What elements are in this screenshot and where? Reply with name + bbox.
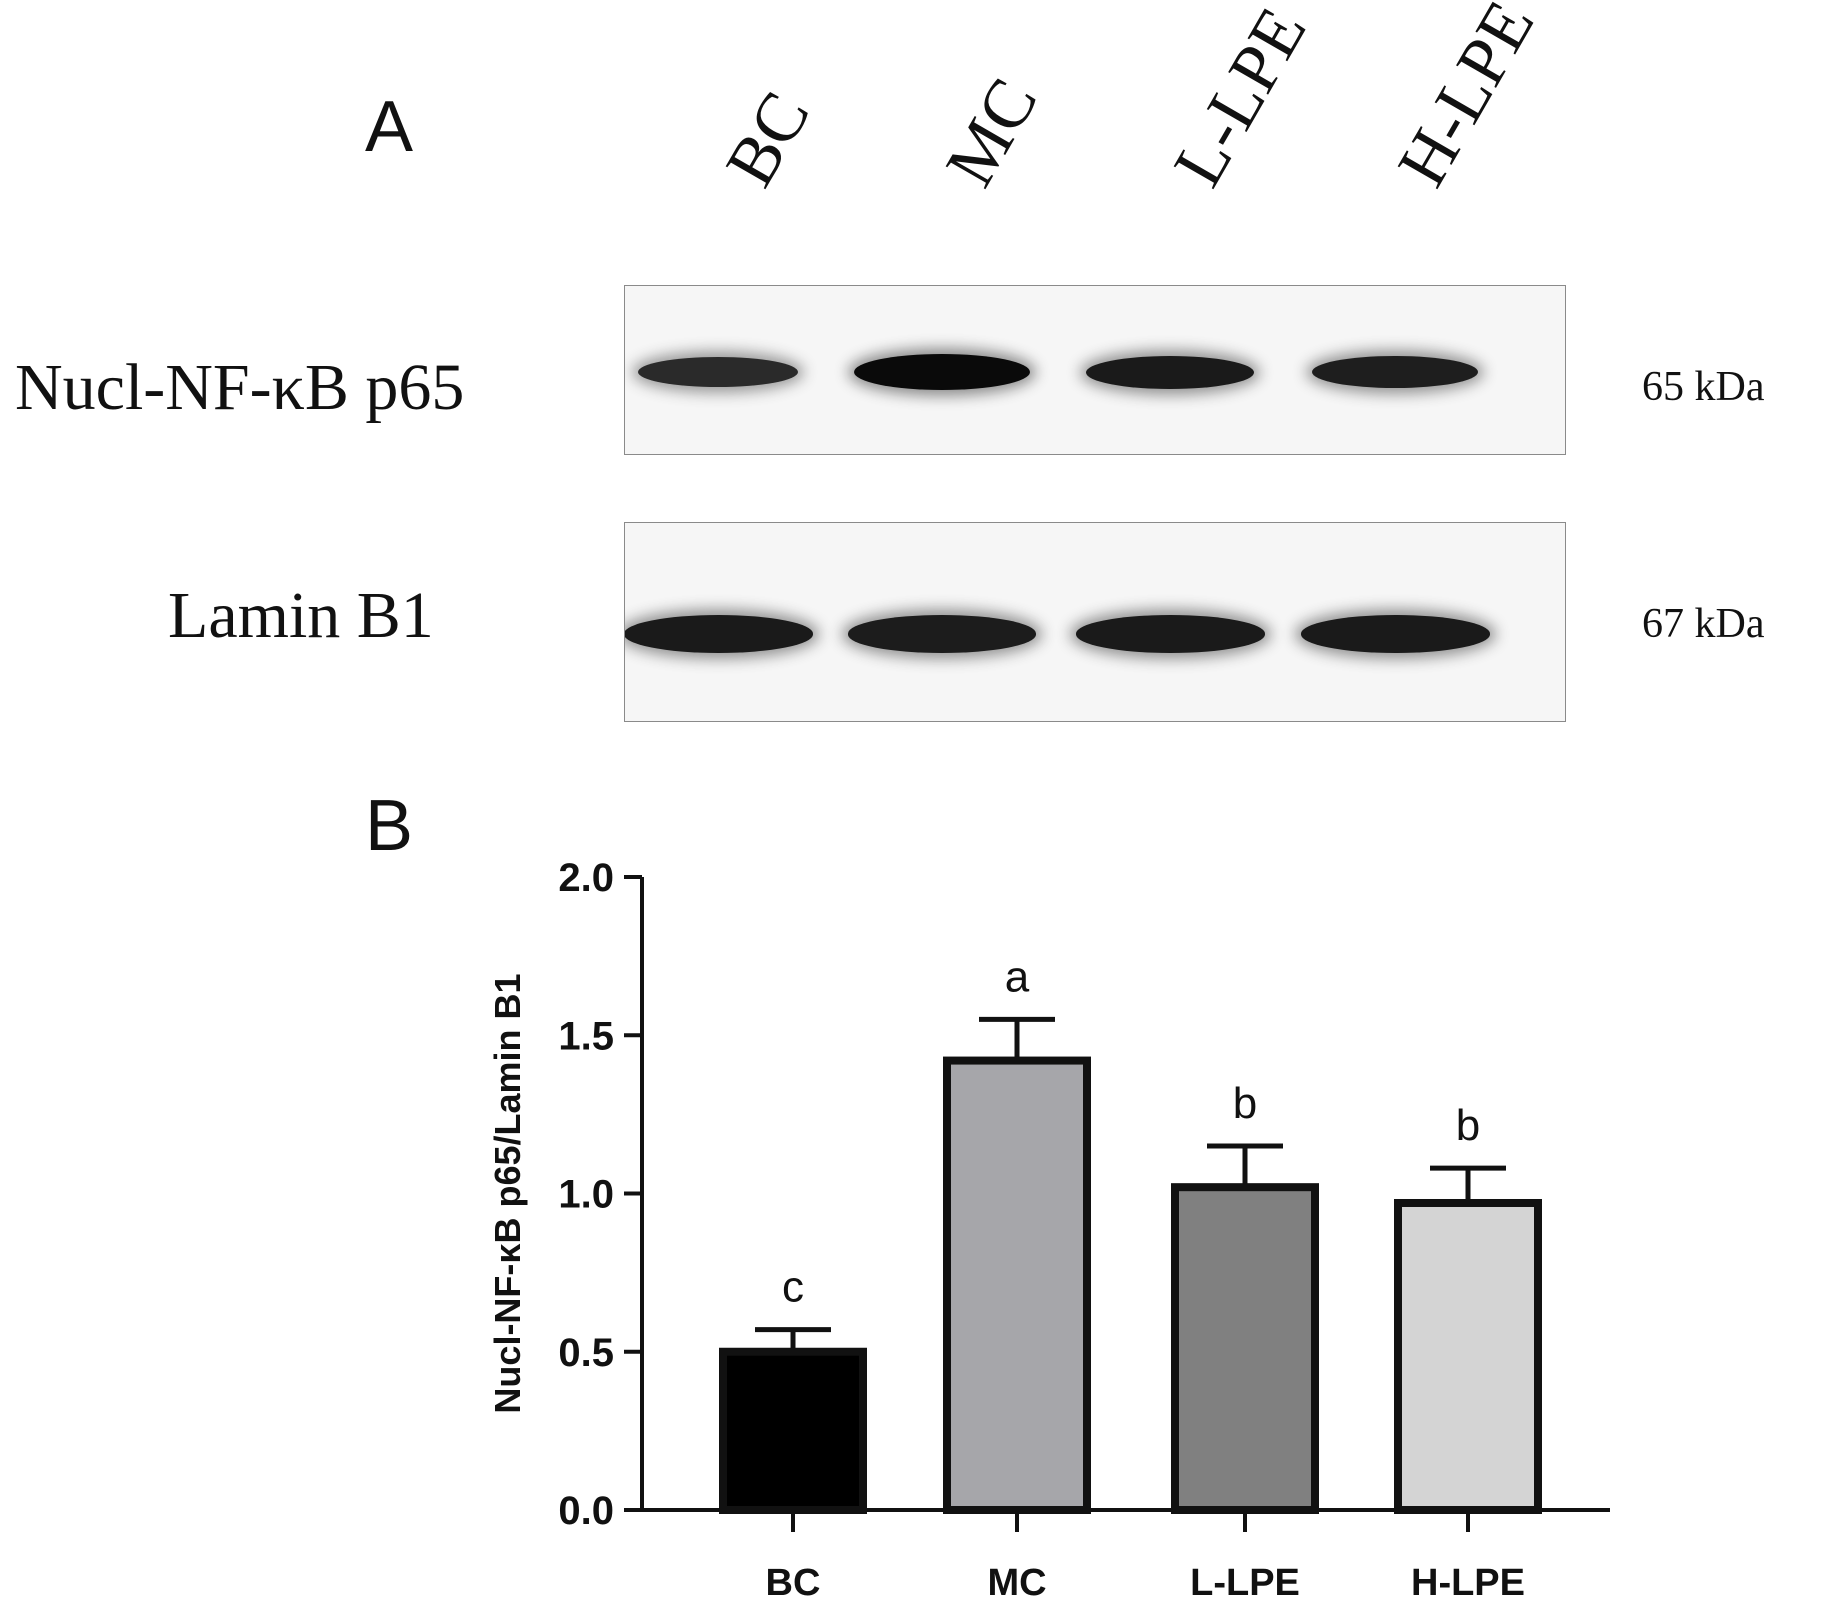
lane-label-h-lpe: H-LPE xyxy=(1383,0,1550,200)
y-tick-label: 0.0 xyxy=(558,1489,614,1533)
x-tick-label: L-LPE xyxy=(1190,1562,1300,1604)
y-tick-label: 1.0 xyxy=(558,1173,614,1217)
panel-b-letter: B xyxy=(365,786,414,866)
y-tick-label: 1.5 xyxy=(558,1014,614,1058)
band-nfkb-bc xyxy=(638,357,798,387)
significance-label: a xyxy=(1005,952,1030,1001)
protein-label-lamin: Lamin B1 xyxy=(168,579,434,652)
x-tick-label: MC xyxy=(987,1562,1046,1604)
bar-mc xyxy=(943,1056,1091,1514)
lane-label-mc: MC xyxy=(931,66,1053,200)
band-nfkb-h-lpe xyxy=(1312,355,1478,389)
x-tick-label: H-LPE xyxy=(1411,1562,1525,1604)
band-lamin-h-lpe xyxy=(1300,615,1490,653)
band-lamin-bc xyxy=(625,615,813,653)
bar-bc xyxy=(719,1347,867,1514)
lane-label-l-lpe: L-LPE xyxy=(1159,0,1322,199)
bar-chart: 0.0 0.5 1.0 1.5 2.0 Nucl-NF-κB p65/Lamin B1 c B… xyxy=(487,856,1610,1604)
protein-label-nfkb: Nucl-NF-κB p65 xyxy=(15,351,465,424)
kda-label-nfkb: 65 kDa xyxy=(1642,364,1765,410)
panel-a-letter: A xyxy=(365,87,414,167)
y-tick-label: 2.0 xyxy=(558,856,614,900)
blot-nfkb xyxy=(624,285,1566,455)
kda-label-lamin: 67 kDa xyxy=(1642,601,1765,647)
significance-label: b xyxy=(1456,1101,1480,1150)
significance-label: c xyxy=(782,1263,804,1312)
x-tick-label: BC xyxy=(766,1562,821,1604)
bar-h-lpe xyxy=(1394,1198,1542,1514)
significance-label: b xyxy=(1233,1079,1257,1128)
y-axis-label: Nucl-NF-κB p65/Lamin B1 xyxy=(487,973,528,1413)
y-tick-label: 0.5 xyxy=(558,1331,614,1375)
bar-l-lpe xyxy=(1171,1183,1319,1515)
band-nfkb-mc xyxy=(854,354,1030,390)
band-lamin-mc xyxy=(847,615,1037,653)
band-lamin-l-lpe xyxy=(1075,615,1265,653)
band-nfkb-l-lpe xyxy=(1086,355,1254,389)
lane-label-bc: BC xyxy=(711,79,825,199)
blot-lamin xyxy=(624,522,1566,722)
